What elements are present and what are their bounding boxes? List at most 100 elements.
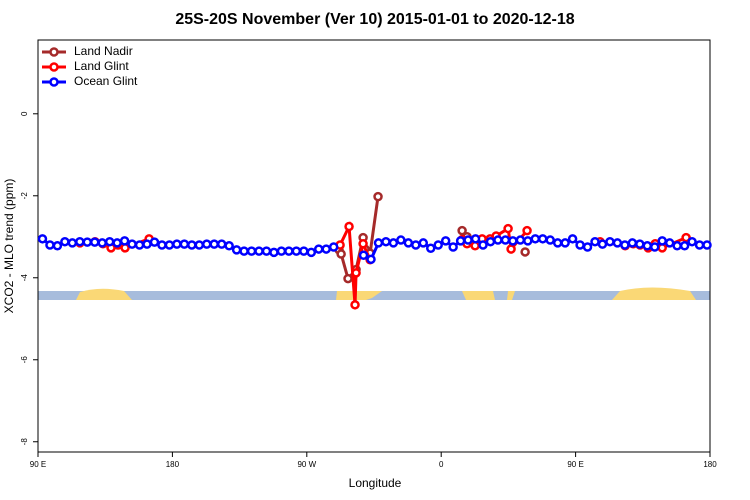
- point: [149, 237, 160, 247]
- point: [493, 235, 503, 245]
- point: [679, 241, 690, 251]
- point: [321, 244, 331, 254]
- legend-label: Land Glint: [74, 59, 129, 73]
- point: [351, 268, 361, 278]
- point: [37, 234, 48, 244]
- x-tick-label: 90 E: [30, 460, 46, 469]
- point: [522, 225, 532, 236]
- point: [373, 191, 383, 202]
- point: [545, 235, 555, 245]
- point: [82, 237, 93, 247]
- point: [635, 239, 645, 249]
- point: [172, 239, 182, 249]
- y-tick-label: -4: [20, 274, 29, 282]
- point: [246, 246, 257, 256]
- point: [575, 240, 585, 250]
- point: [657, 236, 667, 246]
- y-axis-label: XCO2 - MLO trend (ppm): [2, 179, 16, 314]
- point: [239, 246, 249, 256]
- point: [142, 239, 152, 249]
- chart-title: 25S-20S November (Ver 10) 2015-01-01 to …: [175, 11, 574, 28]
- point: [291, 246, 302, 256]
- point: [649, 242, 660, 252]
- point: [664, 238, 675, 248]
- y-tick-label: -2: [20, 192, 29, 200]
- point: [411, 240, 421, 250]
- point: [552, 238, 563, 248]
- point: [463, 235, 473, 245]
- land-strip: [76, 288, 132, 300]
- point: [508, 236, 518, 246]
- point: [605, 236, 615, 247]
- point: [485, 236, 496, 247]
- point: [381, 236, 391, 247]
- point: [269, 247, 279, 258]
- point: [350, 300, 360, 310]
- land-mask: [38, 287, 710, 300]
- point: [582, 242, 593, 252]
- y-tick-label: -8: [20, 438, 29, 446]
- point: [425, 243, 436, 254]
- point: [67, 238, 78, 248]
- point: [681, 232, 691, 243]
- point: [418, 238, 429, 248]
- y-tick-label: 0: [20, 111, 29, 116]
- point: [194, 240, 205, 250]
- point: [620, 240, 630, 250]
- point: [313, 244, 324, 254]
- point: [503, 223, 513, 234]
- point: [687, 236, 697, 247]
- land-strip: [336, 291, 382, 300]
- point: [373, 238, 384, 248]
- point: [457, 225, 467, 236]
- point: [612, 238, 623, 248]
- point: [448, 242, 458, 252]
- point: [358, 238, 368, 249]
- point: [104, 236, 115, 247]
- point: [127, 239, 137, 249]
- point: [523, 236, 533, 246]
- point: [358, 250, 369, 260]
- point: [119, 236, 130, 246]
- point: [366, 254, 376, 265]
- point: [478, 240, 488, 250]
- point: [224, 241, 234, 251]
- point: [75, 236, 85, 247]
- x-tick-label: 90 E: [567, 460, 583, 469]
- point: [515, 235, 526, 245]
- point: [254, 246, 264, 256]
- point: [537, 234, 548, 244]
- point: [506, 244, 516, 254]
- point: [343, 273, 353, 284]
- point: [433, 240, 443, 250]
- legend-label: Ocean Glint: [74, 74, 138, 88]
- point: [440, 236, 451, 246]
- legend-marker: [49, 62, 59, 72]
- point: [216, 239, 227, 249]
- point: [520, 247, 530, 257]
- point: [403, 238, 414, 248]
- point: [702, 240, 712, 250]
- point: [328, 242, 339, 252]
- x-axis-label: Longitude: [349, 476, 402, 490]
- point: [209, 239, 219, 249]
- point: [276, 246, 287, 256]
- point: [500, 235, 511, 245]
- point: [530, 234, 541, 244]
- point: [201, 239, 212, 249]
- x-tick-label: 0: [439, 460, 444, 469]
- point: [45, 240, 55, 250]
- point: [560, 238, 570, 248]
- point: [261, 246, 272, 256]
- point: [97, 238, 107, 248]
- point: [157, 240, 167, 250]
- point: [694, 240, 705, 250]
- x-tick-label: 90 W: [297, 460, 316, 469]
- point: [590, 236, 600, 247]
- point: [396, 235, 406, 245]
- point: [597, 239, 608, 249]
- point: [231, 245, 242, 255]
- land-strip: [507, 291, 515, 300]
- point: [336, 249, 346, 259]
- point: [627, 238, 638, 248]
